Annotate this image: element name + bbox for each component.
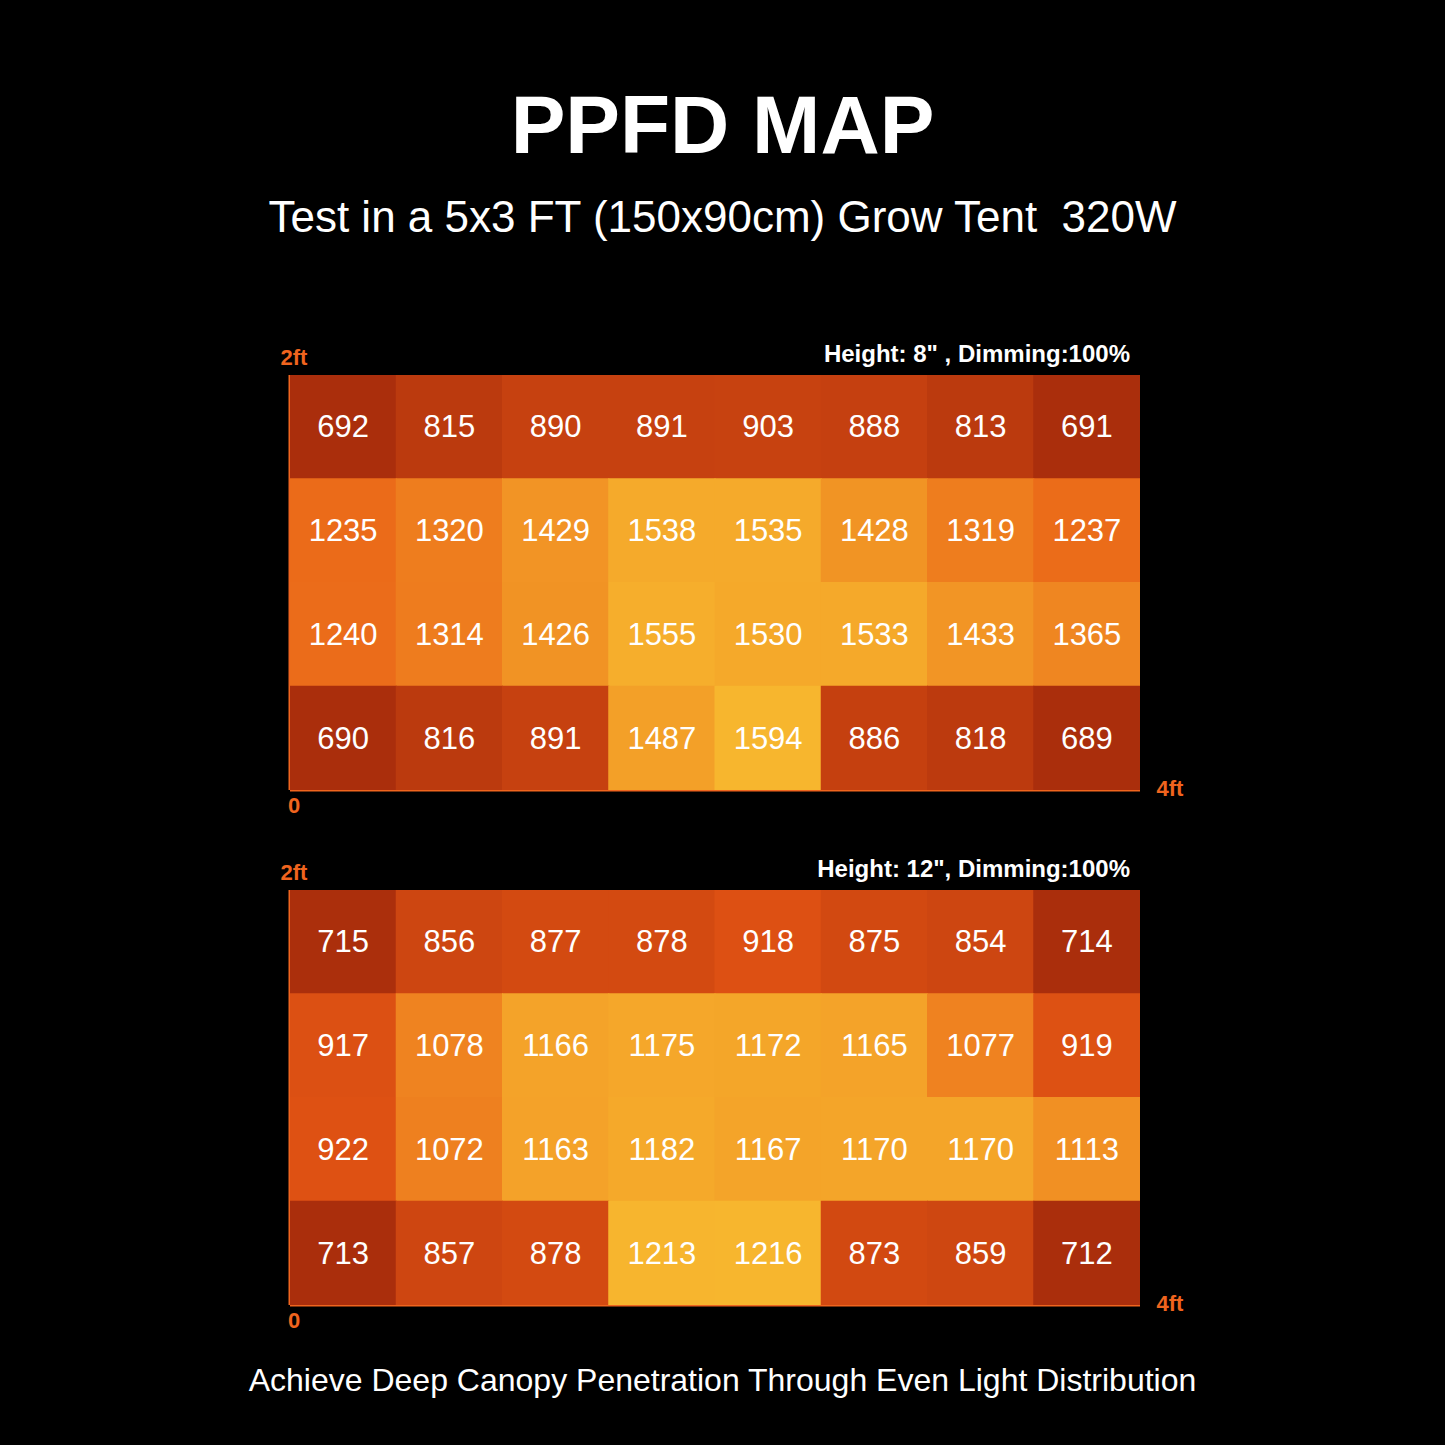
svg-text:1530: 1530 [734,617,803,652]
svg-text:857: 857 [424,1236,476,1271]
svg-text:854: 854 [955,924,1007,959]
svg-text:1172: 1172 [735,1028,802,1063]
svg-text:1237: 1237 [1052,513,1121,548]
svg-text:918: 918 [742,924,794,959]
svg-text:712: 712 [1061,1236,1113,1271]
svg-text:1433: 1433 [946,617,1015,652]
svg-text:1533: 1533 [840,617,909,652]
svg-text:1429: 1429 [521,513,590,548]
svg-text:1235: 1235 [309,513,378,548]
svg-text:1170: 1170 [841,1132,908,1167]
svg-text:713: 713 [317,1236,369,1271]
svg-text:1165: 1165 [841,1028,908,1063]
svg-text:813: 813 [955,409,1007,444]
svg-text:2ft: 2ft [281,860,309,885]
svg-text:2ft: 2ft [281,345,309,370]
svg-text:1240: 1240 [309,617,378,652]
svg-text:1314: 1314 [415,617,484,652]
svg-text:1175: 1175 [629,1028,696,1063]
svg-text:922: 922 [317,1132,369,1167]
svg-text:1487: 1487 [627,721,696,756]
svg-text:690: 690 [317,721,369,756]
svg-text:886: 886 [849,721,901,756]
svg-text:891: 891 [636,409,688,444]
svg-text:1320: 1320 [415,513,484,548]
svg-text:877: 877 [530,924,582,959]
svg-text:1555: 1555 [627,617,696,652]
svg-text:1213: 1213 [627,1236,696,1271]
html-text:Test in a 5x3 FT (150x90cm) Gr: Test in a 5x3 FT (150x90cm) Grow Tent 32… [268,192,1177,241]
svg-text:689: 689 [1061,721,1113,756]
svg-text:1428: 1428 [840,513,909,548]
svg-text:1365: 1365 [1052,617,1121,652]
html-text:PPFD MAP: PPFD MAP [510,79,935,170]
svg-text:1182: 1182 [629,1132,696,1167]
svg-text:4ft: 4ft [1157,776,1185,801]
svg-text:1538: 1538 [627,513,696,548]
svg-text:1077: 1077 [946,1028,1015,1063]
svg-text:856: 856 [424,924,476,959]
html-text:Height: 8" , Dimming:100%: Height: 8" , Dimming:100% [823,340,1130,367]
svg-text:815: 815 [424,409,476,444]
svg-text:818: 818 [955,721,1007,756]
svg-text:875: 875 [849,924,901,959]
svg-text:714: 714 [1061,924,1113,959]
svg-text:873: 873 [849,1236,901,1271]
html-text:Achieve Deep Canopy Penetratio: Achieve Deep Canopy Penetration Through … [248,1362,1197,1398]
svg-text:1216: 1216 [734,1236,803,1271]
svg-text:1072: 1072 [415,1132,484,1167]
svg-text:816: 816 [424,721,476,756]
svg-text:878: 878 [636,924,688,959]
svg-text:715: 715 [317,924,369,959]
svg-text:1594: 1594 [734,721,803,756]
svg-text:1078: 1078 [415,1028,484,1063]
svg-text:0: 0 [288,793,300,818]
svg-text:1319: 1319 [946,513,1015,548]
svg-text:1113: 1113 [1055,1132,1119,1167]
svg-text:903: 903 [742,409,794,444]
svg-text:1163: 1163 [522,1132,589,1167]
svg-text:890: 890 [530,409,582,444]
svg-text:1167: 1167 [735,1132,802,1167]
svg-text:859: 859 [955,1236,1007,1271]
svg-text:0: 0 [288,1308,300,1333]
svg-text:878: 878 [530,1236,582,1271]
svg-text:692: 692 [317,409,369,444]
svg-text:891: 891 [530,721,582,756]
html-text:Height: 12", Dimming:100%: Height: 12", Dimming:100% [817,855,1130,882]
svg-text:888: 888 [849,409,901,444]
svg-text:691: 691 [1061,409,1113,444]
svg-text:919: 919 [1061,1028,1113,1063]
svg-text:4ft: 4ft [1157,1291,1185,1316]
svg-text:1426: 1426 [521,617,590,652]
svg-text:1166: 1166 [522,1028,589,1063]
svg-text:1170: 1170 [947,1132,1014,1167]
svg-text:917: 917 [317,1028,369,1063]
svg-text:1535: 1535 [734,513,803,548]
